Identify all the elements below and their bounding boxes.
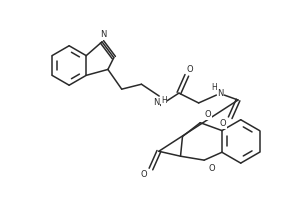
Text: O: O xyxy=(220,119,226,128)
Text: N: N xyxy=(217,89,224,98)
Text: O: O xyxy=(141,170,147,179)
Text: N: N xyxy=(153,98,159,107)
Text: H: H xyxy=(212,83,217,92)
Text: O: O xyxy=(209,164,215,173)
Text: O: O xyxy=(205,110,211,119)
Text: O: O xyxy=(186,65,193,74)
Text: H: H xyxy=(161,96,167,105)
Text: N: N xyxy=(100,30,106,39)
